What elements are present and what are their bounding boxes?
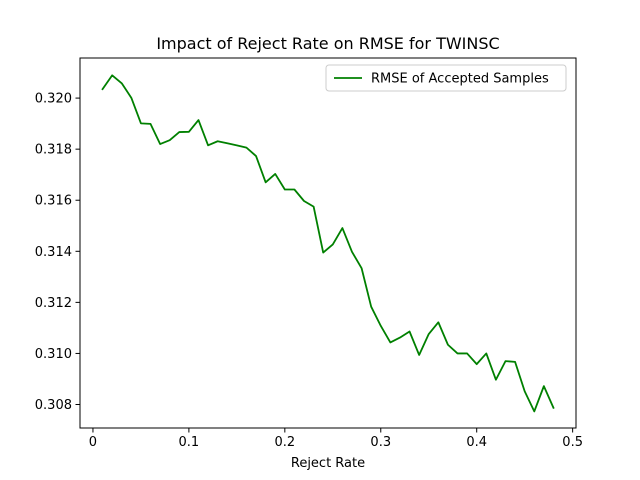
y-tick-label: 0.312 bbox=[35, 296, 72, 311]
axes-frame bbox=[79, 57, 577, 429]
series-line-0 bbox=[101, 74, 555, 413]
x-tick-label: 0.5 bbox=[562, 435, 583, 450]
y-tick-label: 0.308 bbox=[35, 398, 72, 413]
x-axis-label: Reject Rate bbox=[291, 456, 365, 471]
x-tick-label: 0.3 bbox=[370, 435, 391, 450]
plot-area bbox=[79, 57, 577, 429]
legend-entry: RMSE of Accepted Samples bbox=[371, 72, 549, 87]
x-tick-label: 0 bbox=[89, 435, 97, 450]
x-tick-label: 0.1 bbox=[179, 435, 200, 450]
y-axis: 0.308 0.310 0.312 0.314 0.316 0.318 0.320 bbox=[35, 92, 80, 413]
y-tick-label: 0.316 bbox=[35, 194, 72, 209]
x-tick-label: 0.2 bbox=[274, 435, 295, 450]
x-tick-label: 0.4 bbox=[466, 435, 487, 450]
y-tick-label: 0.318 bbox=[35, 143, 72, 158]
legend: RMSE of Accepted Samples bbox=[325, 64, 567, 92]
y-tick-label: 0.314 bbox=[35, 245, 72, 260]
chart-title: Impact of Reject Rate on RMSE for TWINSC bbox=[156, 34, 499, 53]
y-tick-label: 0.320 bbox=[35, 92, 72, 107]
y-tick-label: 0.310 bbox=[35, 347, 72, 362]
legend-box bbox=[325, 64, 567, 92]
x-axis: 0 0.1 0.2 0.3 0.4 0.5 bbox=[89, 428, 583, 450]
